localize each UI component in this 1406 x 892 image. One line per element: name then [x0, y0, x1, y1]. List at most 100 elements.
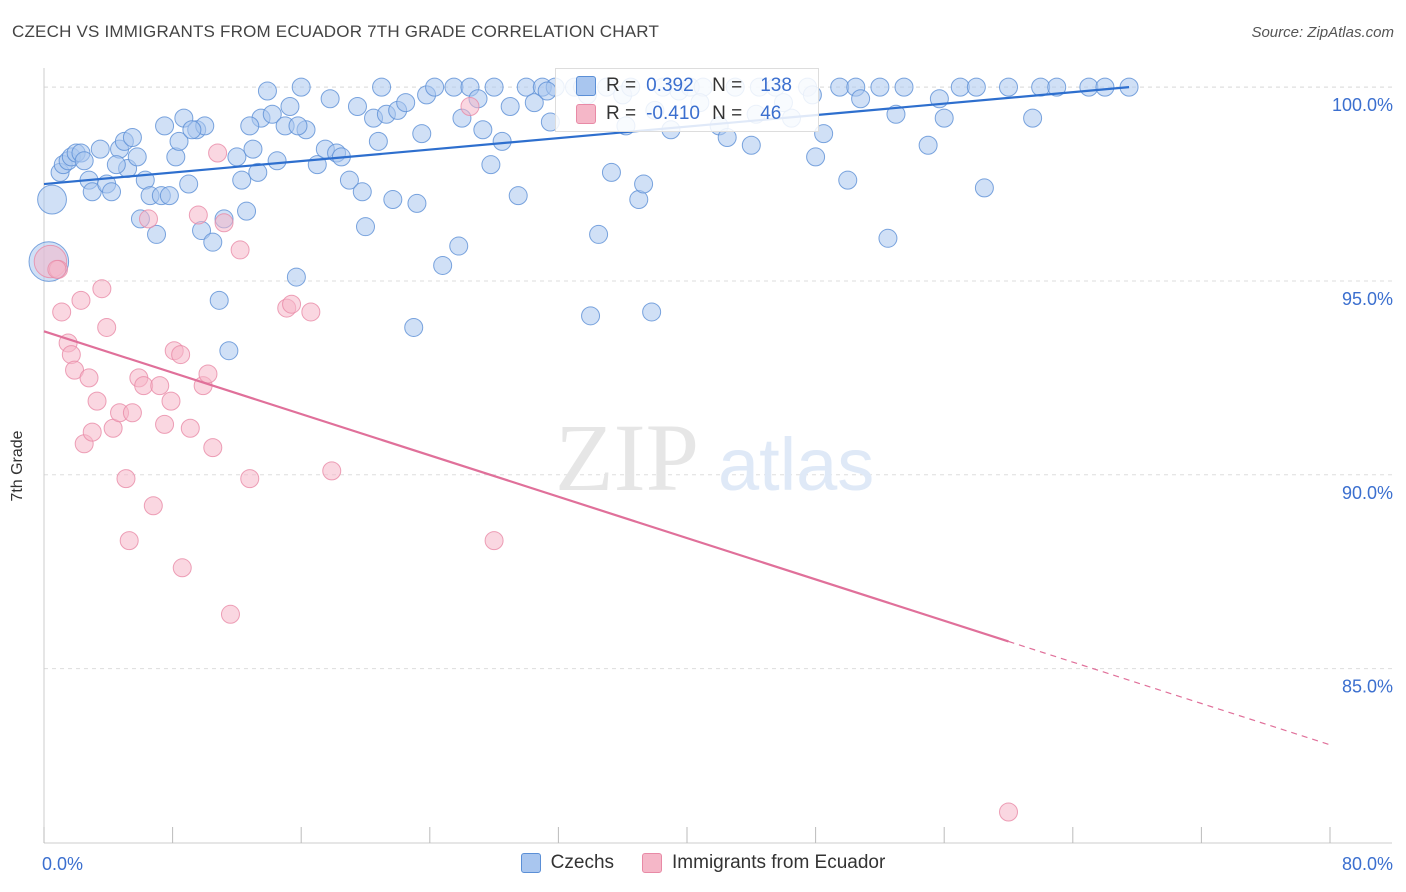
ecuador-point: [180, 418, 200, 438]
series-legend-item-czechs[interactable]: Czechs: [520, 852, 614, 874]
ecuador-point: [460, 97, 480, 117]
ecuador-point: [999, 802, 1018, 822]
ecuador-point: [61, 345, 81, 365]
czech-point: [412, 124, 432, 144]
czech-point: [851, 89, 871, 109]
ecuador-point: [138, 209, 158, 229]
czech-point: [122, 128, 142, 148]
czech-point: [404, 317, 424, 337]
legend-row-ecuador: R = -0.410 N = 46: [576, 103, 781, 125]
ecuador-point: [87, 391, 107, 411]
czech-point: [642, 302, 662, 322]
legend-row-czech: R = 0.392 N = 138: [576, 75, 792, 97]
czech-point: [425, 77, 445, 97]
legend-n-value: 46: [760, 103, 782, 124]
czech-point: [886, 104, 906, 124]
czech-point: [203, 232, 223, 252]
ecuador-trend-line: [43, 330, 1009, 643]
watermark-atlas: atlas: [718, 423, 874, 506]
x-tick-label-max: 80.0%: [1342, 854, 1393, 874]
czech-point: [356, 217, 375, 237]
czech-point: [127, 147, 147, 167]
czech-point: [1079, 77, 1099, 97]
series-legend: Czechs Immigrants from Ecuador: [0, 852, 1406, 874]
czech-point: [291, 77, 311, 97]
czech-point: [90, 139, 110, 159]
ecuador-point: [484, 531, 504, 551]
czech-point: [966, 77, 986, 97]
ecuador-point: [79, 368, 99, 388]
czech-point: [433, 255, 453, 275]
czech-point: [1023, 108, 1043, 128]
ecuador-point: [97, 317, 117, 337]
legend-n-label: N =: [712, 103, 743, 124]
ecuador-point: [172, 558, 192, 578]
czech-point: [806, 147, 826, 167]
ecuador-point: [122, 403, 142, 423]
czech-point: [368, 131, 388, 151]
czech-point: [500, 97, 520, 117]
czech-point: [347, 97, 367, 117]
x-tick-label-min: 0.0%: [42, 854, 83, 874]
y-tick-label: 85.0%: [1342, 677, 1393, 697]
ecuador-point: [301, 302, 321, 322]
y-tick-label: 100.0%: [1332, 95, 1393, 115]
legend-n-label: N =: [712, 75, 743, 96]
ecuador-point: [171, 345, 191, 365]
ecuador-point: [71, 290, 91, 310]
series-legend-item-ecuador[interactable]: Immigrants from Ecuador: [642, 852, 885, 874]
series-swatch-ecuador: [642, 853, 663, 873]
czech-point: [352, 182, 372, 202]
czech-point: [396, 93, 416, 113]
ecuador-point: [161, 391, 181, 411]
czech-point: [974, 178, 994, 198]
czech-point: [159, 186, 179, 206]
czech-point: [537, 81, 557, 101]
czech-point: [237, 201, 257, 221]
czech-point: [102, 182, 122, 202]
czech-point: [918, 135, 938, 155]
ecuador-point: [134, 376, 154, 396]
czech-point: [838, 170, 858, 190]
czech-point: [106, 155, 126, 175]
ecuador-point: [150, 376, 170, 396]
czech-point: [179, 174, 199, 194]
ecuador-point: [92, 279, 112, 299]
czech-point: [870, 77, 890, 97]
czech-point: [232, 170, 252, 190]
czech-point: [267, 151, 287, 171]
czech-point: [1047, 77, 1067, 97]
czech-point: [589, 224, 609, 244]
czech-point: [262, 104, 282, 124]
legend: R = 0.392 N = 138 R = -0.410 N = 46: [555, 68, 819, 132]
czech-point: [286, 267, 306, 287]
ecuador-point: [240, 469, 260, 489]
series-swatch-czechs: [520, 853, 541, 873]
y-tick-label: 90.0%: [1342, 483, 1393, 503]
czech-point: [484, 77, 504, 97]
czech-point: [830, 77, 850, 97]
watermark-zip: ZIP: [555, 404, 699, 511]
legend-r-value: -0.410: [646, 103, 700, 124]
czech-point: [449, 236, 469, 256]
tick-labels: 85.0% 90.0% 95.0% 100.0% 0.0% 80.0%: [42, 95, 1393, 874]
czech-point: [481, 155, 501, 175]
czech-trend-line: [43, 86, 1130, 186]
ecuador-point: [52, 302, 72, 322]
czech-point: [1095, 77, 1115, 97]
czech-point: [407, 193, 427, 213]
czech-point: [372, 77, 392, 97]
ecuador-point: [198, 364, 218, 384]
czech-point: [240, 116, 260, 136]
ecuador-point: [47, 259, 67, 279]
czech-point: [741, 135, 761, 155]
czech-point: [383, 190, 403, 210]
czech-point: [814, 124, 834, 144]
czech-point: [999, 77, 1018, 97]
ecuador-point: [203, 438, 223, 458]
czech-point: [169, 131, 189, 151]
czech-point: [155, 116, 175, 136]
czech-point: [227, 147, 247, 167]
czech-point: [444, 77, 464, 97]
